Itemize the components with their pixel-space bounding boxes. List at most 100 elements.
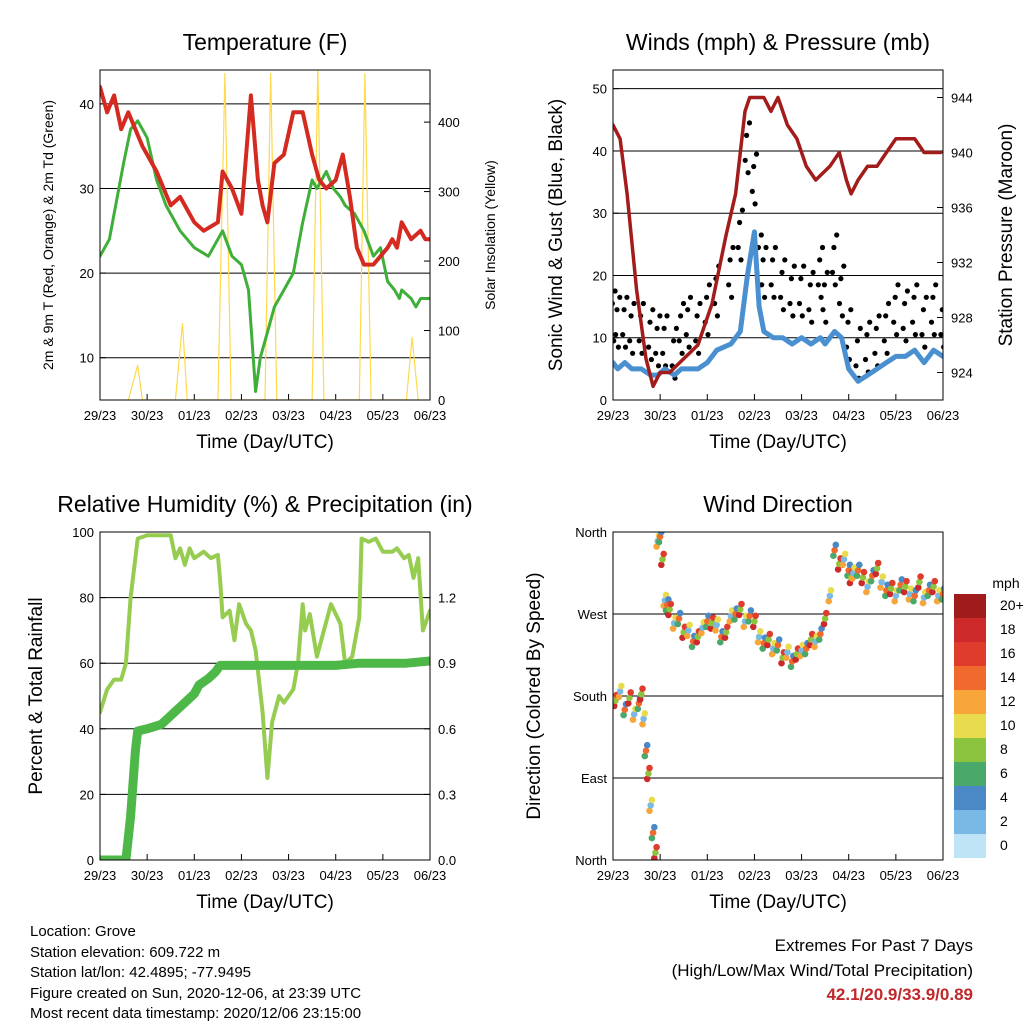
direction-point xyxy=(820,620,828,628)
x-tick-label: 05/23 xyxy=(367,868,400,883)
direction-point xyxy=(854,567,862,574)
gust-point xyxy=(891,319,897,325)
gust-point xyxy=(810,269,816,275)
gust-point xyxy=(770,257,776,263)
direction-point xyxy=(775,636,783,643)
gust-point xyxy=(809,319,815,325)
y-tick-label: 100 xyxy=(72,525,94,540)
direction-point xyxy=(765,636,772,643)
rh-line xyxy=(100,533,430,780)
y2-tick-label: 0.0 xyxy=(438,853,456,868)
legend-label: 6 xyxy=(1000,765,1008,781)
direction-point xyxy=(864,583,871,590)
direction-point xyxy=(615,693,623,701)
gust-point xyxy=(867,319,873,325)
gust-point xyxy=(772,244,779,251)
gust-point xyxy=(648,356,655,363)
direction-point xyxy=(825,597,832,605)
gust-point xyxy=(848,307,854,313)
pressure-line xyxy=(613,95,943,389)
y2-tick-label: 944 xyxy=(951,91,973,106)
direction-point xyxy=(747,607,755,614)
direction-point xyxy=(887,585,895,592)
direction-point xyxy=(634,705,642,713)
gust-point xyxy=(624,294,630,300)
direction-point xyxy=(792,656,799,663)
panel-title: Wind Direction xyxy=(703,491,853,517)
gust-point xyxy=(613,300,615,307)
gust-point xyxy=(647,319,653,325)
plot-frame xyxy=(612,69,944,401)
x-tick-label: 02/23 xyxy=(738,868,771,883)
gust-point xyxy=(615,344,622,350)
gust-point xyxy=(780,307,787,313)
direction-point xyxy=(643,741,651,749)
panel-title: Temperature (F) xyxy=(183,29,348,55)
gust-point xyxy=(819,244,826,251)
y-tick-label: 30 xyxy=(593,206,607,221)
gust-point xyxy=(787,300,793,307)
x-tick-label: 01/23 xyxy=(178,408,211,423)
direction-point xyxy=(766,630,774,638)
x-tick-label: 03/23 xyxy=(272,408,305,423)
legend-label: 0 xyxy=(1000,837,1008,853)
y-axis-label: Direction (Colored By Speed) xyxy=(524,572,545,819)
x-tick-label: 04/23 xyxy=(832,868,865,883)
gust-point xyxy=(730,244,736,251)
legend-label: 2 xyxy=(1000,813,1008,829)
gust-point xyxy=(614,307,620,313)
y2-tick-label: 928 xyxy=(951,311,973,326)
y2-tick-label: 0 xyxy=(438,393,445,408)
direction-point xyxy=(785,643,792,651)
direction-point xyxy=(823,609,830,617)
rain-line xyxy=(100,656,430,860)
gust-point xyxy=(687,294,694,300)
y-tick-label: 20 xyxy=(80,787,94,802)
direction-point xyxy=(757,628,764,635)
direction-point xyxy=(784,649,791,656)
gust-point xyxy=(678,313,684,319)
y-tick-label: West xyxy=(578,607,608,622)
direction-point xyxy=(745,618,752,625)
gust-point xyxy=(657,313,663,319)
x-tick-label: 04/23 xyxy=(319,868,352,883)
direction-point xyxy=(938,596,943,603)
direction-point xyxy=(666,606,673,613)
gust-point xyxy=(914,282,920,288)
figure-created: Figure created on Sun, 2020-12-06, at 23… xyxy=(30,984,362,1002)
direction-point xyxy=(676,609,684,617)
gust-point xyxy=(749,188,755,194)
gust-point xyxy=(627,338,633,344)
direction-point xyxy=(625,700,632,707)
gust-point xyxy=(818,294,824,300)
direction-point xyxy=(645,770,652,777)
direction-point xyxy=(916,578,923,586)
legend-label: 10 xyxy=(1000,717,1016,733)
x-axis-label: Time (Day/UTC) xyxy=(709,432,847,453)
gust-point xyxy=(838,276,844,282)
direction-point xyxy=(867,577,875,585)
gust-point xyxy=(923,294,929,300)
direction-point xyxy=(721,634,729,641)
direction-point xyxy=(924,592,931,600)
direction-point xyxy=(626,694,633,702)
y-tick-label: 40 xyxy=(593,144,607,159)
gust-point xyxy=(845,319,851,325)
y-tick-label: North xyxy=(575,853,607,868)
direction-point xyxy=(686,621,693,629)
direction-point xyxy=(647,802,654,809)
x-tick-label: 02/23 xyxy=(738,408,771,423)
gust-point xyxy=(694,313,700,319)
direction-point xyxy=(731,616,738,623)
gust-point xyxy=(654,325,660,331)
direction-point xyxy=(639,685,646,692)
direction-point xyxy=(698,629,705,637)
legend-swatch xyxy=(954,690,986,714)
gust-point xyxy=(820,307,826,313)
direction-point xyxy=(911,592,918,600)
direction-point xyxy=(919,599,927,607)
gust-point xyxy=(920,307,927,313)
panel-title: Winds (mph) & Pressure (mb) xyxy=(626,29,930,55)
x-tick-label: 02/23 xyxy=(225,408,258,423)
gust-point xyxy=(697,300,703,307)
